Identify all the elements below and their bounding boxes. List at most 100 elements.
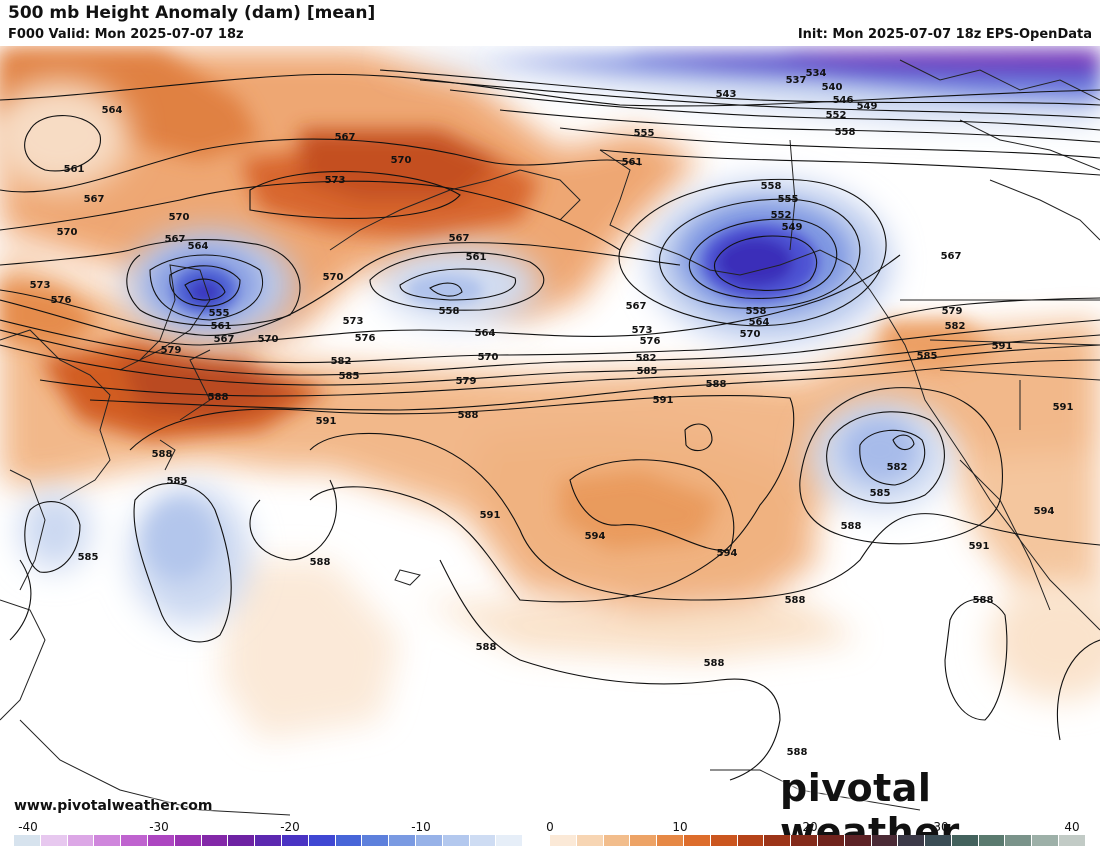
anomaly-map: 564 561 567 567 570 573 570 570 567 564 …	[0, 46, 1100, 820]
colorbar-swatch	[978, 835, 1006, 846]
colorbar-swatch	[844, 835, 872, 846]
contour-label: 588	[787, 747, 808, 758]
colorbar-swatch	[335, 835, 363, 846]
contour-label: 564	[102, 105, 123, 116]
colorbar-swatch	[442, 835, 470, 846]
colorbar-swatch	[871, 835, 899, 846]
colorbar-tick: -20	[280, 820, 300, 834]
colorbar-swatch	[791, 835, 818, 846]
colorbar-swatch	[1005, 835, 1033, 846]
contour-label: 561	[466, 252, 487, 263]
contour-label: 579	[456, 376, 477, 387]
colorbar-swatch	[817, 835, 845, 846]
colorbar-swatch	[523, 835, 550, 846]
contour-label: 558	[835, 127, 856, 138]
contour-label: 576	[51, 295, 72, 306]
contour-label: 552	[826, 110, 847, 121]
colorbar-swatch	[737, 835, 765, 846]
colorbar-tick: -40	[18, 820, 38, 834]
colorbar-swatch	[576, 835, 604, 846]
contour-label: 543	[716, 89, 737, 100]
valid-time: F000 Valid: Mon 2025-07-07 18z	[8, 27, 244, 42]
contour-label: 567	[626, 301, 647, 312]
contour-label: 570	[57, 227, 78, 238]
colorbar-swatch	[201, 835, 229, 846]
colorbar-swatch	[14, 835, 41, 846]
colorbar-swatch	[657, 835, 684, 846]
contour-label: 567	[84, 194, 105, 205]
colorbar-ticks: -40 -30 -20 -10 0 10 20 30 40	[14, 820, 1086, 834]
colorbar-swatch	[630, 835, 658, 846]
contour-label: 582	[331, 356, 352, 367]
contour-label: 567	[449, 233, 470, 244]
contour-label: 573	[30, 280, 51, 291]
contour-label: 552	[771, 210, 792, 221]
contour-label: 540	[822, 82, 843, 93]
contour-label: 591	[480, 510, 501, 521]
colorbar-swatch	[40, 835, 68, 846]
contour-label: 570	[478, 352, 499, 363]
colorbar-tick: 0	[546, 820, 554, 834]
colorbar-swatch	[710, 835, 738, 846]
contour-label: 585	[917, 351, 938, 362]
height-contours	[0, 69, 1100, 781]
contour-label: 570	[323, 272, 344, 283]
colorbar-swatch	[683, 835, 711, 846]
contour-label: 564	[188, 241, 209, 252]
contour-label: 588	[841, 521, 862, 532]
colorbar-swatch	[469, 835, 497, 846]
colorbar-swatch	[764, 835, 792, 846]
contour-label: 570	[391, 155, 412, 166]
contour-label: 579	[161, 345, 182, 356]
map-title: 500 mb Height Anomaly (dam) [mean]	[8, 3, 376, 23]
contour-label: 558	[746, 306, 767, 317]
colorbar-swatch	[67, 835, 95, 846]
contour-label: 534	[806, 68, 827, 79]
contour-label: 570	[258, 334, 279, 345]
contour-label: 591	[992, 341, 1013, 352]
contour-label: 594	[717, 548, 738, 559]
colorbar-legend: -40 -30 -20 -10 0 10 20 30 40	[14, 820, 1086, 848]
contour-label: 561	[622, 157, 643, 168]
colorbar-swatches	[14, 835, 1086, 846]
contour-label: 573	[343, 316, 364, 327]
colorbar-tick: 30	[933, 820, 949, 834]
contour-label: 561	[64, 164, 85, 175]
contour-label: 570	[740, 329, 761, 340]
contour-label: 549	[857, 101, 878, 112]
contour-label: 582	[945, 321, 966, 332]
contour-label: 588	[310, 557, 331, 568]
contour-label: 594	[1034, 506, 1055, 517]
contour-label: 588	[704, 658, 725, 669]
colorbar-swatch	[1059, 835, 1086, 846]
contour-label: 588	[208, 392, 229, 403]
contour-label: 579	[942, 306, 963, 317]
contour-label: 588	[973, 595, 994, 606]
brand-watermark: pivotal weather	[780, 766, 960, 854]
contour-label: 585	[78, 552, 99, 563]
contour-label: 555	[209, 308, 230, 319]
colorbar-swatch	[603, 835, 631, 846]
contour-label: 591	[653, 395, 674, 406]
colorbar-swatch	[951, 835, 979, 846]
coastlines	[0, 59, 1100, 816]
colorbar-tick: -30	[149, 820, 169, 834]
map-canvas: 564 561 567 567 570 573 570 570 567 564 …	[0, 46, 1100, 820]
colorbar-swatch	[94, 835, 122, 846]
contour-label: 558	[439, 306, 460, 317]
colorbar-swatch	[362, 835, 390, 846]
contour-label: 564	[749, 317, 770, 328]
contour-label: 549	[782, 222, 803, 233]
colorbar-swatch	[255, 835, 282, 846]
contour-label: 588	[785, 595, 806, 606]
contour-label: 591	[316, 416, 337, 427]
colorbar-swatch	[147, 835, 175, 846]
contour-label: 588	[706, 379, 727, 390]
colorbar-swatch	[1032, 835, 1060, 846]
colorbar-swatch	[389, 835, 416, 846]
contour-label: 588	[476, 642, 497, 653]
contour-label: 585	[167, 476, 188, 487]
contour-label: 546	[833, 95, 854, 106]
contour-label: 555	[778, 194, 799, 205]
contour-label: 573	[632, 325, 653, 336]
